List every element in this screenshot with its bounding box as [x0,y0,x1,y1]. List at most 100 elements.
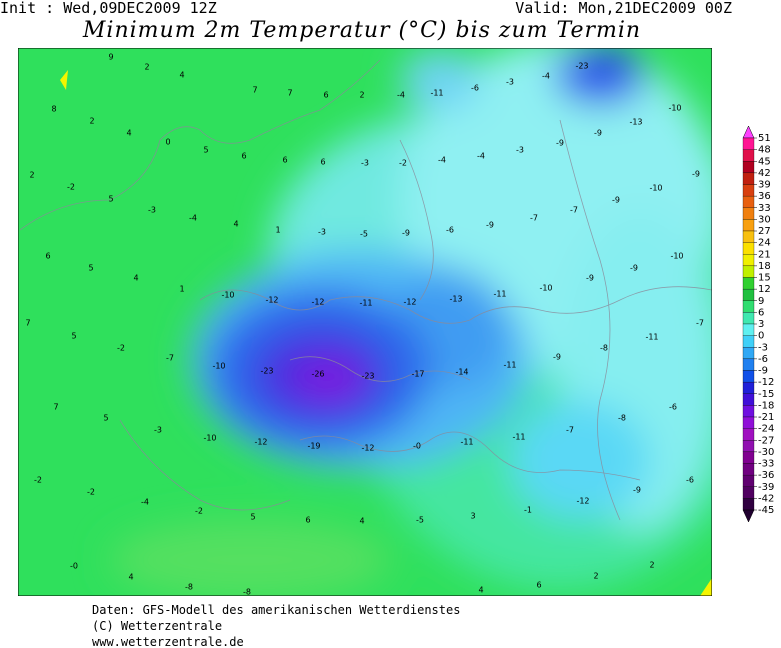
colorbar-cap [742,509,755,523]
map-value-label: 6 [536,581,541,590]
colorbar-segment [742,242,755,255]
init-time: Init : Wed,09DEC2009 12Z [0,0,217,17]
colorbar-label: 33 [758,203,771,214]
colorbar-label: -45 [758,505,774,516]
colorbar-label: 18 [758,261,771,272]
colorbar-label: -42 [758,493,774,504]
map-value-label: -11 [430,89,443,98]
map-value-label: -3 [516,146,524,155]
colorbar-segment [742,440,755,453]
colorbar-label: 3 [758,319,764,330]
map-value-label: 8 [51,105,56,114]
colorbar-label: -6 [758,354,768,365]
colorbar-segment [742,451,755,464]
colorbar-segment [742,161,755,174]
colorbar-segment [742,358,755,371]
map-value-label: -11 [645,333,658,342]
map-value-label: -23 [575,62,588,71]
colorbar-label: -9 [758,366,768,377]
map-value-label: -9 [630,264,638,273]
colorbar-label: -24 [758,424,774,435]
map-value-label: -8 [185,583,193,592]
map-value-label: -4 [438,156,446,165]
map-value-label: -9 [692,170,700,179]
map-value-label: -7 [566,426,574,435]
map-value-label: 1 [179,285,184,294]
map-value-label: -23 [361,372,374,381]
colorbar-segment [742,277,755,290]
colorbar-label: 36 [758,191,771,202]
map-title: Minimum 2m Temperatur (°C) bis zum Termi… [82,18,641,43]
colorbar-label: -30 [758,447,774,458]
map-value-label: 6 [323,91,328,100]
colorbar-label: -27 [758,435,774,446]
map-value-label: -7 [696,319,704,328]
colorbar-label: 24 [758,238,771,249]
map-value-label: 4 [126,129,131,138]
colorbar-label: 21 [758,249,771,260]
map-value-label: 4 [179,71,184,80]
map-value-label: -8 [243,588,251,597]
footer-copyright: (C) Wetterzentrale [92,619,222,633]
colorbar-label: 42 [758,168,771,179]
map-value-label: -12 [403,298,416,307]
colorbar-label: -12 [758,377,774,388]
colorbar-label: 48 [758,145,771,156]
colorbar-label: -3 [758,342,768,353]
map-value-label: -10 [668,104,681,113]
map-value-label: 2 [89,117,94,126]
map-value-label: 6 [282,156,287,165]
map-value-label: -17 [411,370,424,379]
colorbar-segment [742,254,755,267]
colorbar-segment [742,207,755,220]
map-value-label: -8 [618,414,626,423]
map-value-label: -10 [649,184,662,193]
map-value-label: 7 [53,403,58,412]
map-value-label: -10 [539,284,552,293]
colorbar-label: 45 [758,156,771,167]
colorbar-label: -39 [758,482,774,493]
colorbar-segment [742,219,755,232]
colorbar-segment [742,195,755,208]
map-value-label: 6 [305,516,310,525]
map-value-label: -23 [260,367,273,376]
map-value-label: -13 [629,118,642,127]
colorbar-segment [742,463,755,476]
map-value-label: -11 [460,438,473,447]
colorbar-segment [742,405,755,418]
map-value-label: -4 [542,72,550,81]
map-value-label: -26 [311,370,324,379]
colorbar-label: -18 [758,400,774,411]
map-value-label: -14 [455,368,468,377]
map-value-label: 4 [478,586,483,595]
map-value-label: 4 [359,517,364,526]
colorbar-label: 39 [758,180,771,191]
map-value-label: -11 [512,433,525,442]
map-value-label: -0 [413,442,421,451]
map-value-label: -5 [360,230,368,239]
map-value-label: 5 [88,264,93,273]
map-value-label: 9 [108,53,113,62]
map-value-label: 2 [144,63,149,72]
map-value-label: -6 [446,226,454,235]
colorbar-segment [742,416,755,429]
map-value-label: 5 [103,414,108,423]
map-value-label: -10 [221,291,234,300]
map-value-label: -9 [402,229,410,238]
map-value-label: 6 [320,158,325,167]
map-value-label: -3 [506,78,514,87]
map-value-label: -6 [686,476,694,485]
colorbar-segment [742,370,755,383]
map-value-label: -9 [633,486,641,495]
map-value-label: -9 [586,274,594,283]
colorbar-segment [742,498,755,511]
map-value-label: -9 [612,196,620,205]
map-value-label: -4 [189,214,197,223]
map-value-label: -7 [530,214,538,223]
colorbar-segment [742,323,755,336]
map-value-label: -2 [87,488,95,497]
colorbar-segment [742,428,755,441]
map-value-label: -12 [265,296,278,305]
map-value-label: -12 [361,444,374,453]
